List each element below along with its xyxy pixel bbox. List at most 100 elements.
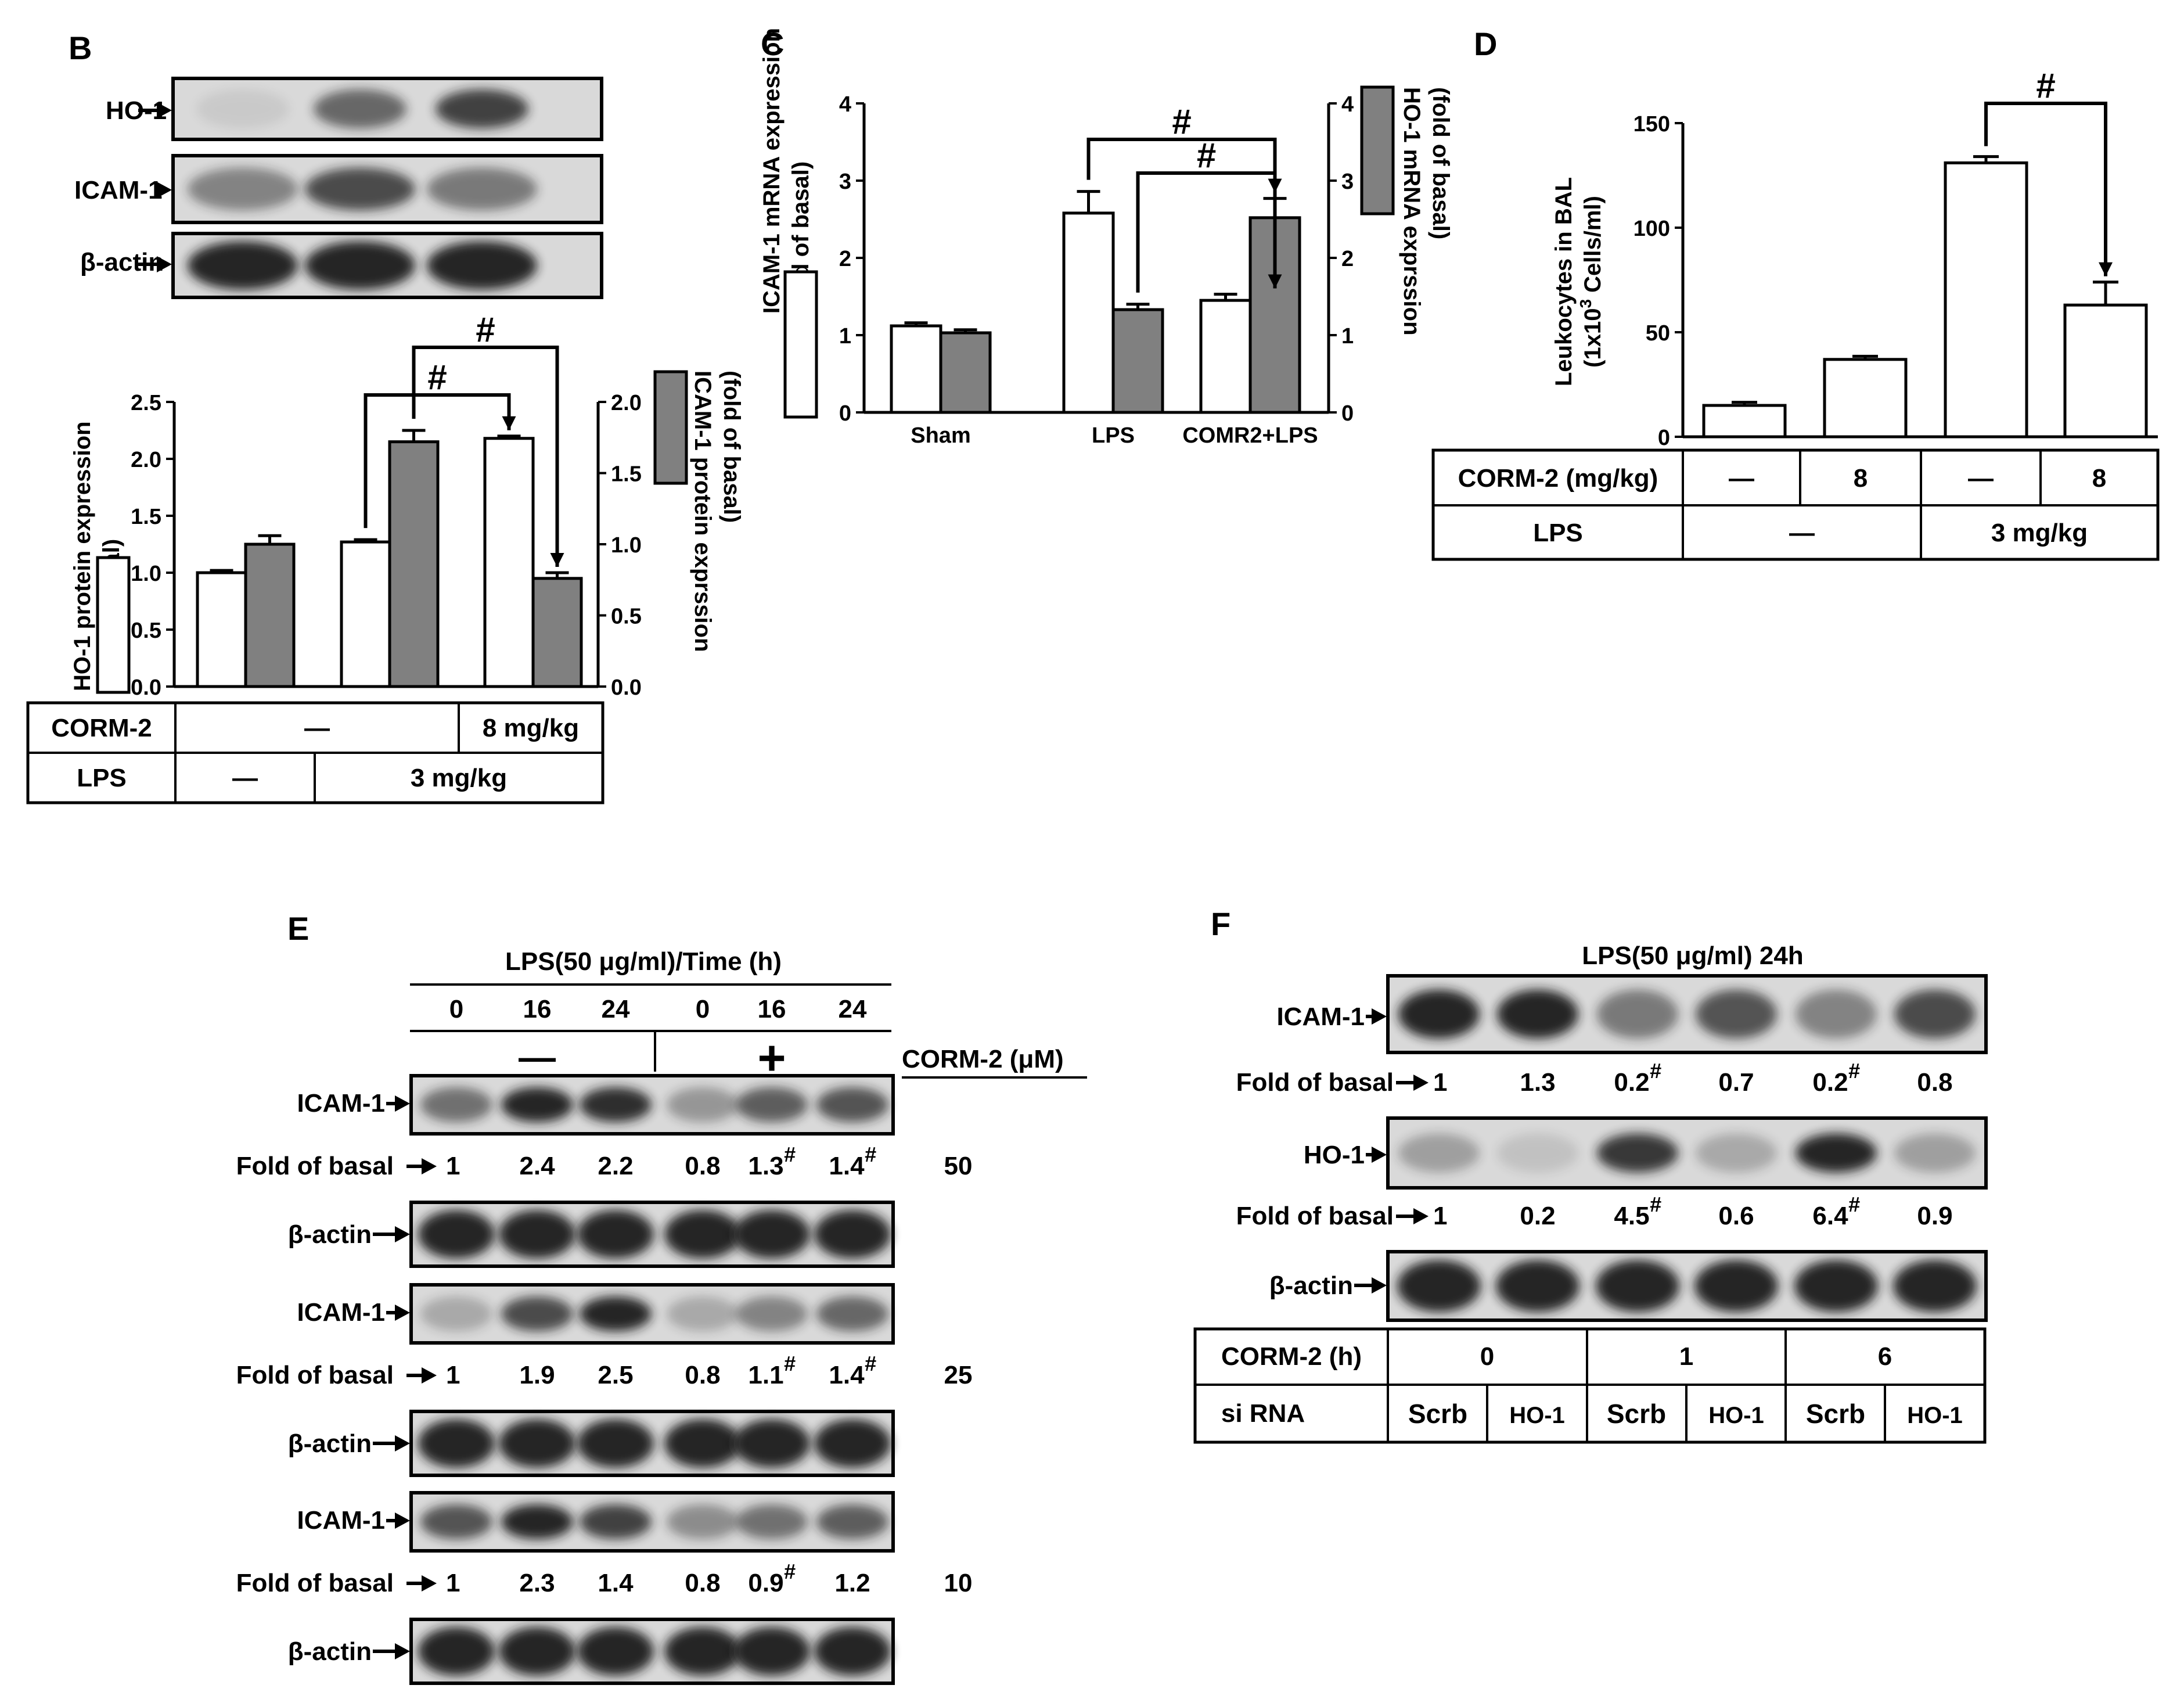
b-right-tick-label: 0.5 [611, 605, 642, 629]
d-table-corm2-cell4: 8 [2092, 464, 2106, 493]
c-x-tick-label: Sham [911, 423, 970, 448]
panel-letter-c: C [761, 26, 784, 62]
panel-b-ylabel-right: ICAM-1 protein exprssion (fold of basal) [653, 370, 744, 652]
f-blot-actin-band [1893, 1260, 1977, 1312]
e-blot-actin-band [577, 1419, 654, 1468]
b-left-tick-label: 2.0 [131, 448, 161, 472]
c-x-tick-label: LPS [1092, 423, 1135, 448]
e-fold-value: 2.3 [519, 1569, 555, 1597]
e-blot-actin-band [499, 1627, 575, 1676]
f-table: CORM-2 (h) 0 1 6 si RNA Scrb HO-1 Scrb HO-1… [1193, 1327, 1987, 1444]
b-ylabel-right-line2: (fold of basal) [719, 371, 744, 523]
f-blot-ho1-band [1894, 1133, 1976, 1173]
e-arrow-fold-head [422, 1367, 437, 1384]
b-sig2-bracket-arrow [550, 553, 564, 567]
e-blot-icam1-band [580, 1504, 652, 1539]
b-ylabel-left-line1: HO-1 protein expression [70, 421, 95, 691]
d-table-corm2-cell3: — [1968, 464, 1994, 493]
f-arrow-icam1-head [1372, 1008, 1387, 1025]
panel-b-ylabel-left: HO-1 protein expression (fold of basal) [70, 421, 131, 694]
f-fold-label-ho1: Fold of basal [1236, 1202, 1394, 1230]
f-blots: ICAM-1 Fold of basal 1 1.3 0.2# 0.7 0.2# 0.8 HO-… [1236, 974, 1988, 1322]
panel-letter-f: F [1211, 906, 1230, 942]
f-ho1-fold-value: 0.2 [1520, 1202, 1555, 1230]
c-bar [890, 324, 942, 414]
panel-c: C 0 1 2 3 4 0 1 2 3 4 Sham LPS COMR2+LPS ## ICAM-1 mR… [759, 26, 1453, 448]
c-ylabel-right-line2: (fold of basal) [1428, 87, 1453, 239]
b-blot-actin-band [427, 241, 537, 290]
c-bar [939, 331, 992, 414]
e-fold-value: 1 [446, 1361, 460, 1389]
c-right-tick-label: 4 [1341, 92, 1354, 117]
f-blot-icam1-band [1894, 989, 1976, 1039]
f-table-corm2-0: 0 [1480, 1342, 1494, 1371]
b-sig1-bracket [364, 393, 511, 529]
d-sig-sig: # [2036, 66, 2055, 105]
e-arrow-icam1-head [395, 1512, 410, 1529]
b-arrow-ho1-head [157, 102, 172, 118]
c-bar [1111, 308, 1164, 414]
e-blot-actin-band [577, 1210, 654, 1259]
b-left-tick-label: 1.5 [131, 505, 161, 529]
panel-b: B HO-1 ICAM-1 β-actin 0.0 0.5 1.0 1.5 2.0 2.5… [26, 30, 744, 804]
e-dose-label: 10 [944, 1569, 973, 1597]
e-time-label: 24 [839, 995, 867, 1023]
f-icam-fold-value: 0.2# [1812, 1059, 1859, 1097]
e-blot-icam1-band [580, 1087, 652, 1122]
e-fold-value: 0.8 [685, 1361, 720, 1389]
b-right-tick-label: 1.0 [611, 533, 642, 558]
f-fold-label-icam: Fold of basal [1236, 1068, 1394, 1097]
c-sig1-sig: # [1172, 102, 1191, 141]
e-dose-label: 50 [944, 1152, 973, 1180]
e-blot-icam1-band [736, 1504, 808, 1539]
b-bar [388, 440, 440, 688]
f-blot-ho1-band [1597, 1133, 1678, 1173]
f-blot-icam1-band [1398, 989, 1480, 1039]
c-ylabel-right-line1: HO-1 mRNA exprssion [1399, 87, 1424, 336]
f-table-sirna-cells: Scrb HO-1 Scrb HO-1 Scrb HO-1 [1408, 1399, 1963, 1429]
f-ho1-fold-value: 4.5# [1614, 1192, 1661, 1230]
f-blot-actin-band [1694, 1260, 1778, 1312]
b-ylabel-right-line1: ICAM-1 protein exprssion [690, 371, 715, 652]
c-left-tick-label: 3 [839, 170, 851, 194]
panel-d-ylabel: Leukocytes in BAL (1x103 Cells/ml) [1551, 177, 1606, 386]
c-right-tick-label: 2 [1341, 247, 1354, 271]
c-sig2-bracket-arrow [1268, 178, 1282, 193]
e-fold-value: 1 [446, 1569, 460, 1597]
d-bar [2063, 303, 2148, 439]
e-fold-value: 2.4 [519, 1152, 555, 1180]
d-ylabel-line2: (1x103 Cells/ml) [1577, 196, 1606, 368]
e-fold-label: Fold of basal [236, 1361, 394, 1389]
e-arrow-actin-head [395, 1643, 410, 1659]
e-blot-actin-band [577, 1627, 654, 1676]
b-arrow-icam1-head [157, 182, 172, 198]
c-left-tick-label: 2 [839, 247, 851, 271]
panel-c-ylabel-right: HO-1 mRNA exprssion (fold of basal) [1360, 85, 1453, 336]
c-legend-gray-box [1360, 85, 1395, 215]
b-right-tick-label: 1.5 [611, 462, 642, 487]
b-left-tick-label: 0.5 [131, 619, 161, 643]
e-blot-icam1-band [667, 1504, 739, 1539]
e-blot-actin-band [418, 1627, 495, 1676]
e-time-label: 16 [523, 995, 552, 1023]
b-table-corm2-none: — [304, 714, 330, 742]
e-arrow-icam1-head [395, 1095, 410, 1112]
e-blot-icam1-band [501, 1087, 573, 1122]
f-actin-label: β-actin [1269, 1271, 1353, 1300]
e-blot-actin-band [664, 1627, 741, 1676]
panel-f: F LPS(50 μg/ml) 24h ICAM-1 Fold of basal 1… [1193, 906, 1988, 1444]
e-blot-icam1-band [420, 1504, 492, 1539]
f-blot-icam1-frame [1386, 974, 1988, 1054]
f-blot-actin-frame [1386, 1250, 1988, 1322]
f-header: LPS(50 μg/ml) 24h [1582, 942, 1803, 970]
f-icam-fold-value: 0.7 [1718, 1068, 1754, 1097]
e-fold-value: 1.4# [829, 1142, 876, 1180]
b-right-tick-label: 0.0 [611, 676, 642, 700]
b-blot-ho1-band [196, 89, 289, 129]
e-time-label: 0 [696, 995, 710, 1023]
e-actin-label: β-actin [288, 1220, 372, 1249]
f-table-corm2-label: CORM-2 (h) [1221, 1342, 1362, 1371]
e-fold-value: 1.4# [829, 1352, 876, 1389]
e-arrow-fold-head [422, 1575, 437, 1591]
e-minus: — [519, 1036, 556, 1078]
